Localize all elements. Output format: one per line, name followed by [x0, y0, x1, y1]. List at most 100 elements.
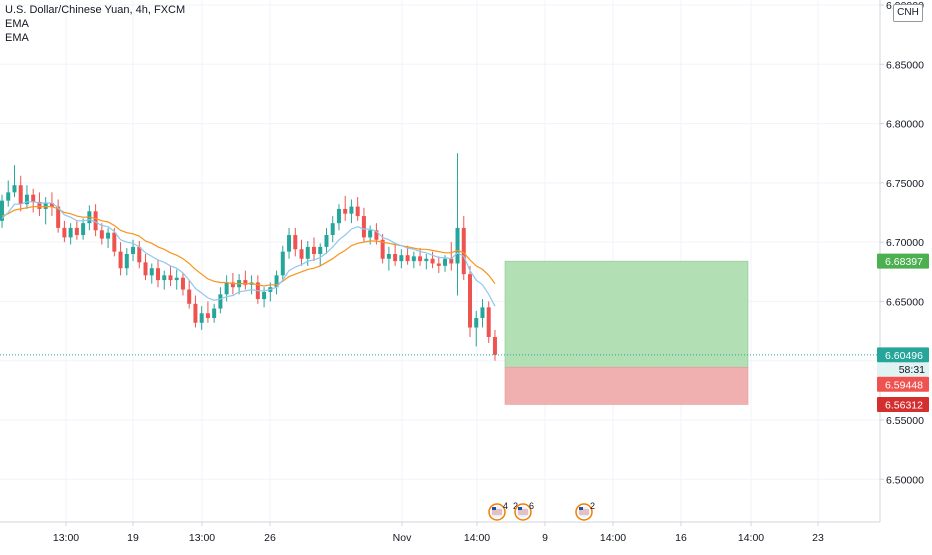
ema-lines [1, 201, 496, 307]
event-marker[interactable]: 2 [575, 501, 595, 521]
target-price-label: 6.68397 [885, 256, 923, 268]
candle-body [293, 235, 298, 250]
candle-body [224, 282, 229, 295]
candle-body [330, 223, 335, 236]
countdown-label: 58:31 [899, 364, 925, 376]
candle-body [112, 232, 117, 252]
y-tick-label: 6.65000 [886, 296, 924, 308]
candle-body [12, 185, 17, 193]
event-count: 4 [503, 501, 508, 511]
candle-body [6, 192, 11, 201]
candle-body [124, 254, 129, 269]
y-tick-label: 6.80000 [886, 119, 924, 131]
candle-body [318, 246, 323, 254]
chart-legend: U.S. Dollar/Chinese Yuan, 4h, FXCM EMA E… [5, 3, 185, 45]
candle-body [349, 206, 354, 214]
candle-body [93, 211, 98, 231]
candle-body [305, 246, 310, 259]
candle-body [424, 258, 429, 262]
legend-title[interactable]: U.S. Dollar/Chinese Yuan, 4h, FXCM [5, 4, 186, 16]
candle-body [474, 318, 479, 328]
currency-badge[interactable]: CNH [893, 4, 923, 22]
candle-body [193, 303, 198, 323]
candle-body [162, 275, 167, 281]
candle-body [299, 249, 304, 259]
legend-ema-1[interactable]: EMA [5, 18, 29, 30]
stop-price-label: 6.56312 [885, 399, 923, 411]
last-price-label-bg [877, 347, 929, 363]
candle-body [492, 337, 497, 355]
candle-body [361, 216, 366, 238]
stop-price-label-bg [877, 396, 929, 412]
y-tick-label: 6.55000 [886, 415, 924, 427]
y-tick-label: 6.85000 [886, 59, 924, 71]
candle-body [399, 255, 404, 262]
x-axis[interactable]: 13:00 19 13:00 26 Nov 14:00 9 14:00 16 14:00 23 [53, 522, 824, 544]
candle-body [131, 246, 136, 254]
candle-body [274, 275, 279, 288]
candle-body [343, 208, 348, 214]
candle-body [205, 313, 210, 319]
candle-body [174, 277, 179, 281]
candle-body [43, 203, 48, 209]
candle-body [443, 258, 448, 266]
x-tick-label: 13:00 [189, 532, 215, 544]
candle-body [49, 203, 54, 207]
candle-body [280, 251, 285, 276]
candle-body [243, 280, 248, 285]
x-tick-label: 26 [264, 532, 276, 544]
candle-body [430, 258, 435, 264]
candle-body [455, 227, 460, 264]
candle-body [68, 227, 73, 238]
candle-body [461, 227, 466, 275]
flag-canton [492, 507, 496, 510]
candle-body [168, 275, 173, 281]
candle-body [24, 194, 29, 205]
candle-body [62, 227, 67, 238]
position-zones[interactable] [504, 260, 749, 405]
candle-body [81, 223, 86, 236]
flag-canton [518, 507, 522, 510]
candle-body [199, 313, 204, 323]
candle-body [480, 307, 485, 319]
candle-body [0, 200, 4, 221]
event-count: 6 [529, 501, 534, 511]
x-tick-label: 14:00 [600, 532, 626, 544]
target-zone [504, 260, 749, 368]
candle-body [486, 307, 491, 337]
candle-body [418, 256, 423, 262]
candle-body [411, 256, 416, 262]
candle-body [368, 230, 373, 238]
candle-body [18, 185, 23, 205]
candle-body [149, 268, 154, 276]
candle-body [218, 294, 223, 309]
target-price-label-bg [877, 253, 929, 269]
candle-body [156, 268, 160, 281]
flag-canton [579, 507, 583, 510]
candle-body [37, 201, 42, 209]
x-tick-label: 23 [812, 532, 824, 544]
entry-price-label: 6.59448 [885, 379, 923, 391]
event-count: 2 [513, 501, 518, 511]
legend-ema-2[interactable]: EMA [5, 32, 29, 44]
event-marker[interactable]: 6 [514, 501, 534, 521]
candles [0, 153, 497, 361]
ema-slow-line [1, 206, 496, 287]
last-price-label: 6.60496 [885, 350, 923, 362]
y-tick-label: 6.75000 [886, 178, 924, 190]
candle-body [436, 263, 441, 266]
entry-price-label-bg [877, 376, 929, 392]
candle-body [468, 274, 472, 328]
candle-body [386, 254, 391, 259]
candle-body [287, 235, 292, 252]
candle-body [355, 206, 360, 217]
candle-body [380, 239, 385, 259]
candle-body [56, 206, 61, 228]
candle-body [312, 246, 316, 254]
candle-body [143, 262, 148, 276]
x-tick-label: 14:00 [464, 532, 490, 544]
